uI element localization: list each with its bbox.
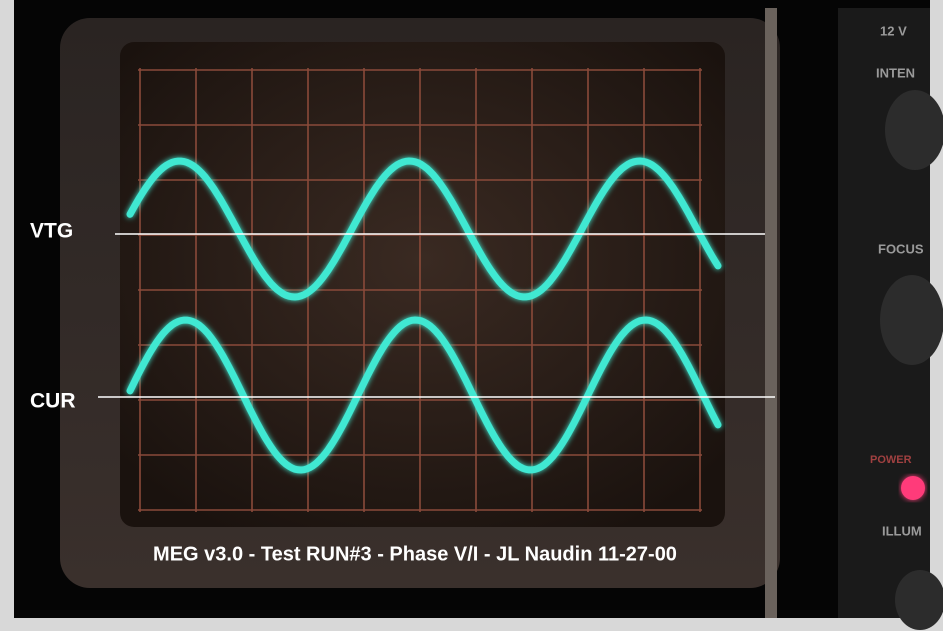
power-led bbox=[901, 476, 925, 500]
voltage-trace bbox=[126, 157, 722, 301]
panel-label: ILLUM bbox=[882, 523, 922, 538]
panel-label: FOCUS bbox=[878, 241, 924, 256]
bezel-edge bbox=[765, 8, 777, 618]
bottom-edge bbox=[0, 618, 943, 631]
vtg-label: VTG bbox=[30, 220, 73, 243]
current-trace bbox=[126, 316, 722, 474]
knob bbox=[880, 275, 943, 365]
panel-label: 12 V bbox=[880, 23, 907, 38]
screen bbox=[120, 42, 725, 527]
panel-label: POWER bbox=[870, 454, 912, 466]
traces bbox=[126, 157, 722, 474]
cur-label: CUR bbox=[30, 390, 76, 413]
panel-label: INTEN bbox=[876, 65, 915, 80]
knob bbox=[895, 570, 943, 630]
caption: MEG v3.0 - Test RUN#3 - Phase V/I - JL N… bbox=[153, 543, 677, 565]
left-edge bbox=[0, 0, 14, 631]
knob bbox=[885, 90, 943, 170]
